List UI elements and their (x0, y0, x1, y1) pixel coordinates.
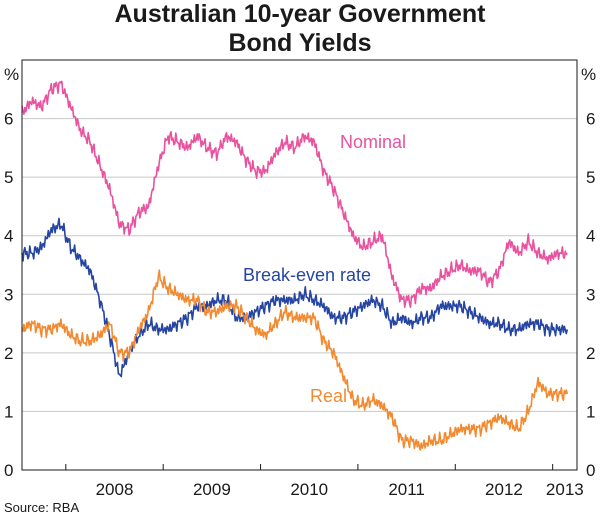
label-break-even-rate: Break-even rate (243, 265, 371, 285)
x-tick-label: 2010 (290, 480, 328, 499)
y-tick-label-right: 3 (586, 285, 595, 304)
y-tick-label-right: 0 (586, 461, 595, 480)
series-line-nominal (21, 80, 568, 309)
x-axis-labels: 2008 2009 2010 2011 2012 2013 (96, 480, 584, 499)
y-tick-label-left: 5 (4, 168, 13, 187)
y-unit-right: % (581, 65, 596, 84)
x-tick-label: 2008 (96, 480, 134, 499)
axis-ticks (65, 464, 554, 470)
y-tick-label-right: 6 (586, 110, 595, 129)
y-tick-label-right: 1 (586, 402, 595, 421)
chart-title: Australian 10-year Government Bond Yield… (0, 0, 600, 58)
y-tick-label-right: 2 (586, 344, 595, 363)
x-tick-label: 2011 (388, 480, 425, 499)
y-tick-label-left: 2 (4, 344, 13, 363)
y-tick-label-left: 3 (4, 285, 13, 304)
y-tick-label-right: 5 (586, 168, 595, 187)
series-lines (21, 80, 569, 451)
y-axis-right-labels: 0 1 2 3 4 5 6 (586, 110, 595, 480)
label-nominal: Nominal (340, 132, 406, 152)
y-tick-label-left: 0 (4, 461, 13, 480)
series-line-real (21, 269, 569, 451)
series-line-break-even-rate (21, 217, 569, 378)
plot-frame (21, 59, 578, 471)
y-tick-label-left: 1 (4, 402, 13, 421)
x-tick-label: 2009 (193, 480, 231, 499)
y-tick-label-left: 4 (4, 227, 13, 246)
y-axis-left-labels: 0 1 2 3 4 5 6 (4, 110, 13, 480)
y-unit-left: % (4, 65, 19, 84)
source-note: Source: RBA (4, 500, 80, 515)
y-tick-label-right: 4 (586, 227, 595, 246)
y-tick-label-left: 6 (4, 110, 13, 129)
chart-title-line-1: Australian 10-year Government (114, 0, 486, 28)
x-tick-label: 2012 (485, 480, 523, 499)
chart-title-line-2: Bond Yields (228, 29, 372, 57)
label-real: Real (310, 386, 347, 406)
x-tick-label: 2013 (546, 480, 584, 499)
